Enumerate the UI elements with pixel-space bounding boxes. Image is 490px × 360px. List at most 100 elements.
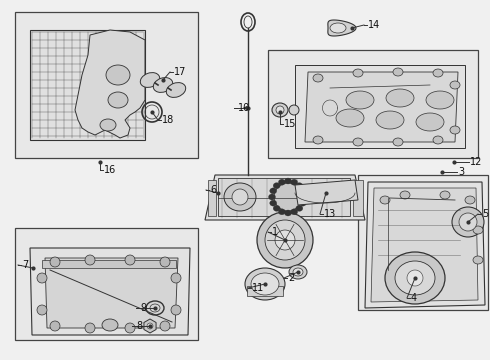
Ellipse shape bbox=[85, 255, 95, 265]
Bar bbox=[353, 180, 363, 216]
Text: 10: 10 bbox=[238, 103, 250, 113]
Text: 1: 1 bbox=[272, 227, 278, 237]
Polygon shape bbox=[205, 175, 365, 220]
Ellipse shape bbox=[376, 111, 404, 129]
Ellipse shape bbox=[299, 200, 306, 206]
Bar bbox=[15, 228, 198, 340]
Text: 14: 14 bbox=[368, 20, 380, 30]
Ellipse shape bbox=[296, 183, 303, 189]
Ellipse shape bbox=[299, 188, 306, 194]
Ellipse shape bbox=[385, 252, 445, 304]
Ellipse shape bbox=[125, 255, 135, 265]
Ellipse shape bbox=[459, 213, 477, 231]
Ellipse shape bbox=[380, 196, 390, 204]
Bar bbox=[208, 180, 216, 216]
Ellipse shape bbox=[407, 270, 423, 286]
Ellipse shape bbox=[232, 189, 248, 205]
Polygon shape bbox=[305, 72, 458, 142]
Text: 2: 2 bbox=[288, 273, 294, 283]
Text: 11: 11 bbox=[252, 283, 264, 293]
Text: 8: 8 bbox=[136, 321, 142, 331]
Ellipse shape bbox=[245, 268, 285, 300]
Ellipse shape bbox=[276, 106, 284, 114]
Ellipse shape bbox=[278, 179, 285, 185]
Ellipse shape bbox=[289, 105, 299, 115]
Ellipse shape bbox=[171, 273, 181, 283]
Ellipse shape bbox=[433, 69, 443, 77]
Ellipse shape bbox=[147, 323, 153, 329]
Ellipse shape bbox=[330, 23, 346, 33]
Text: 12: 12 bbox=[470, 157, 482, 167]
Ellipse shape bbox=[37, 273, 47, 283]
Polygon shape bbox=[30, 248, 190, 335]
Text: 17: 17 bbox=[174, 67, 186, 77]
Bar bbox=[358, 175, 488, 310]
Ellipse shape bbox=[395, 261, 435, 295]
Ellipse shape bbox=[450, 81, 460, 89]
Ellipse shape bbox=[251, 273, 279, 295]
Ellipse shape bbox=[273, 183, 280, 189]
Ellipse shape bbox=[440, 191, 450, 199]
Ellipse shape bbox=[274, 183, 302, 211]
Ellipse shape bbox=[125, 323, 135, 333]
Text: 13: 13 bbox=[324, 209, 336, 219]
Ellipse shape bbox=[273, 205, 280, 211]
Polygon shape bbox=[371, 188, 478, 302]
Ellipse shape bbox=[37, 305, 47, 315]
Ellipse shape bbox=[275, 230, 295, 250]
Ellipse shape bbox=[393, 138, 403, 146]
Ellipse shape bbox=[160, 321, 170, 331]
Ellipse shape bbox=[108, 92, 128, 108]
Ellipse shape bbox=[270, 188, 277, 194]
Ellipse shape bbox=[50, 257, 60, 267]
Ellipse shape bbox=[293, 268, 303, 276]
Polygon shape bbox=[30, 30, 145, 140]
Ellipse shape bbox=[353, 69, 363, 77]
Text: 5: 5 bbox=[482, 209, 488, 219]
Ellipse shape bbox=[285, 210, 292, 216]
Ellipse shape bbox=[85, 323, 95, 333]
Text: 7: 7 bbox=[22, 260, 28, 270]
Ellipse shape bbox=[313, 74, 323, 82]
Ellipse shape bbox=[153, 78, 172, 93]
Ellipse shape bbox=[393, 68, 403, 76]
Ellipse shape bbox=[400, 191, 410, 199]
Bar bbox=[15, 12, 198, 158]
Text: 6: 6 bbox=[210, 185, 216, 195]
Ellipse shape bbox=[291, 179, 297, 185]
Text: 16: 16 bbox=[104, 165, 116, 175]
Ellipse shape bbox=[452, 207, 484, 237]
Ellipse shape bbox=[285, 178, 292, 184]
Ellipse shape bbox=[336, 109, 364, 127]
Ellipse shape bbox=[171, 305, 181, 315]
Polygon shape bbox=[45, 258, 178, 328]
Bar bbox=[247, 286, 283, 296]
Ellipse shape bbox=[353, 138, 363, 146]
Ellipse shape bbox=[416, 113, 444, 131]
Ellipse shape bbox=[289, 265, 307, 279]
Ellipse shape bbox=[50, 321, 60, 331]
Ellipse shape bbox=[269, 194, 275, 200]
Bar bbox=[218, 178, 350, 216]
Ellipse shape bbox=[100, 119, 116, 131]
Text: 15: 15 bbox=[284, 119, 296, 129]
Ellipse shape bbox=[265, 220, 305, 260]
Polygon shape bbox=[365, 182, 485, 308]
Text: 3: 3 bbox=[458, 167, 464, 177]
Ellipse shape bbox=[272, 103, 288, 117]
Ellipse shape bbox=[106, 65, 130, 85]
Ellipse shape bbox=[346, 91, 374, 109]
Polygon shape bbox=[75, 30, 145, 138]
Ellipse shape bbox=[313, 136, 323, 144]
Polygon shape bbox=[42, 260, 176, 268]
Ellipse shape bbox=[386, 89, 414, 107]
Bar bbox=[268, 50, 478, 158]
Polygon shape bbox=[328, 20, 356, 36]
Ellipse shape bbox=[278, 209, 285, 215]
Text: 9: 9 bbox=[140, 303, 146, 313]
Ellipse shape bbox=[433, 136, 443, 144]
Ellipse shape bbox=[473, 256, 483, 264]
Ellipse shape bbox=[102, 319, 118, 331]
Polygon shape bbox=[295, 65, 465, 148]
Ellipse shape bbox=[473, 226, 483, 234]
